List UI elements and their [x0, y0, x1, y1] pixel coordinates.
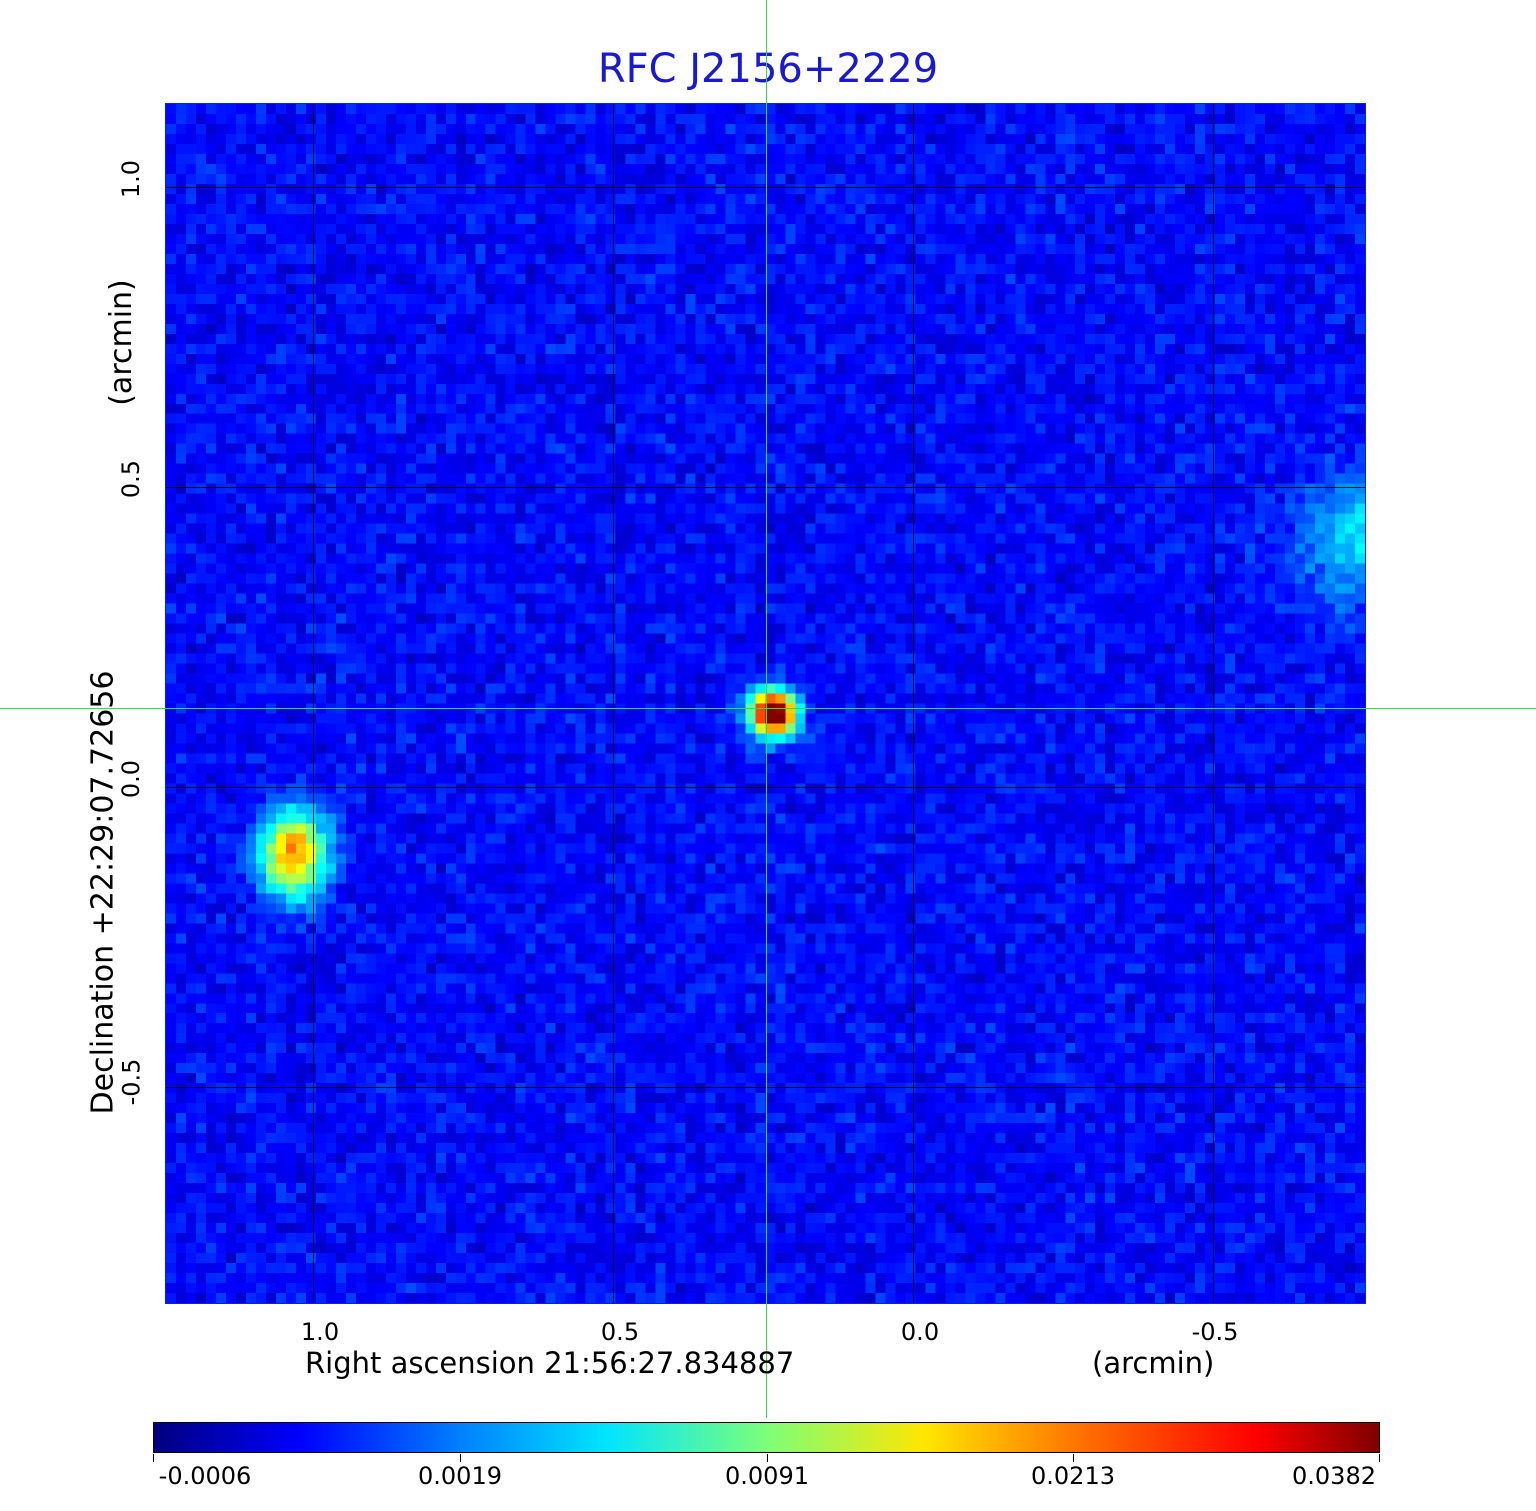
colorbar-label: 0.0213 [1031, 1462, 1115, 1490]
crosshair-vertical [766, 0, 767, 1418]
colorbar-tick [767, 1454, 768, 1462]
colorbar-label: -0.0006 [158, 1462, 252, 1490]
colorbar-tick [1379, 1454, 1380, 1462]
colorbar-label: 0.0382 [1292, 1462, 1376, 1490]
grid-line [313, 104, 314, 1303]
grid-line [913, 104, 914, 1303]
grid-line [166, 487, 1365, 488]
y-tick-label: 0.0 [117, 759, 146, 799]
x-tick-label: -0.5 [1191, 1318, 1239, 1346]
grid-line [613, 104, 614, 1303]
intensity-map [166, 104, 1365, 1303]
y-axis-unit: (arcmin) [103, 279, 139, 406]
x-tick-label: 0.0 [900, 1318, 940, 1346]
grid-line [166, 187, 1365, 188]
image-title: RFC J2156+2229 [597, 46, 939, 92]
colorbar [153, 1422, 1380, 1453]
colorbar-label: 0.0091 [725, 1462, 809, 1490]
x-tick-label: 0.5 [600, 1318, 640, 1346]
colorbar-label: 0.0019 [418, 1462, 502, 1490]
x-axis-label: Right ascension 21:56:27.834887 [305, 1346, 795, 1380]
y-tick-label: -0.5 [117, 1058, 146, 1106]
grid-line [166, 787, 1365, 788]
grid-line [1213, 104, 1214, 1303]
crosshair-horizontal [0, 708, 1536, 709]
y-tick-label: 1.0 [117, 159, 146, 199]
y-tick-label: 0.5 [117, 459, 146, 499]
colorbar-tick [1073, 1454, 1074, 1462]
x-tick-label: 1.0 [300, 1318, 340, 1346]
sky-image[interactable] [165, 103, 1366, 1304]
x-axis-unit: (arcmin) [1092, 1346, 1215, 1380]
y-axis-label: Declination +22:29:07.72656 [85, 670, 121, 1115]
grid-line [166, 1087, 1365, 1088]
colorbar-tick [460, 1454, 461, 1462]
colorbar-tick [153, 1454, 154, 1462]
